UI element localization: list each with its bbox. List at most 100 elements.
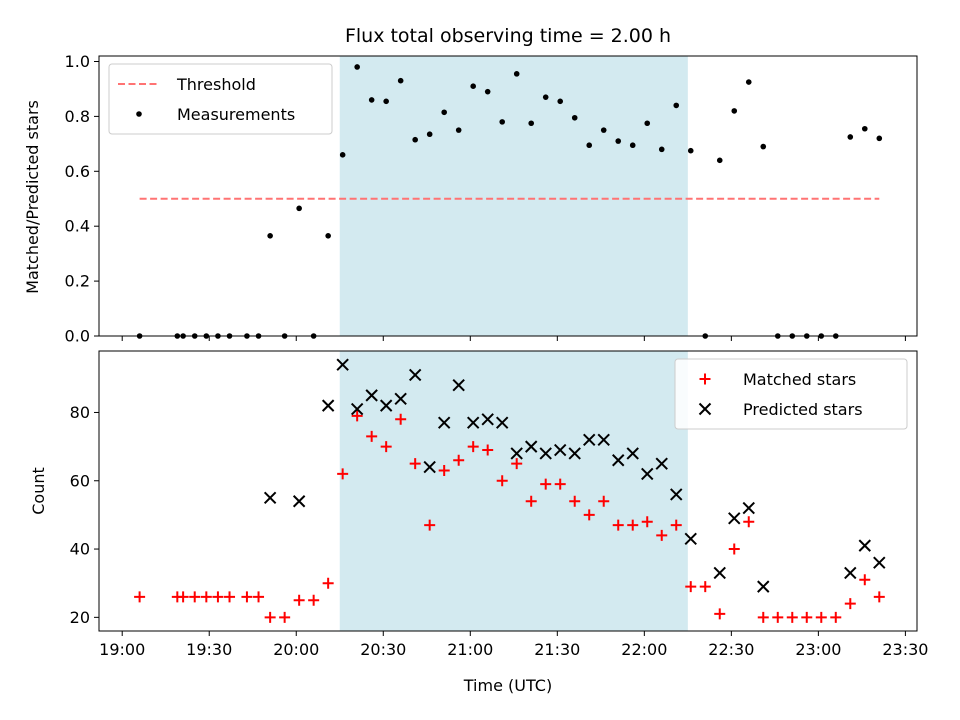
matched-stars-point: [830, 611, 842, 623]
y-tick-label: 20: [70, 608, 90, 627]
predicted-stars-point: [408, 368, 422, 382]
y-tick-label: 60: [70, 471, 90, 490]
measurement-point: [267, 233, 273, 239]
matched-stars-point: [279, 611, 291, 623]
y-tick-label: 80: [70, 403, 90, 422]
predicted-stars-point: [554, 443, 567, 457]
measurement-point: [513, 71, 520, 77]
matched-stars-point: [212, 591, 224, 603]
measurement-point: [455, 127, 462, 133]
measurement-point: [412, 136, 418, 143]
measurement-point: [716, 157, 723, 164]
matched-stars-point: [351, 410, 363, 422]
predicted-stars-point: [466, 416, 480, 429]
measurement-point: [586, 142, 593, 149]
observing-window-1: [339, 351, 688, 631]
matched-stars-point: [366, 430, 378, 442]
matched-stars-point: [134, 591, 146, 603]
chart-title: Flux total observing time = 2.00 h: [345, 25, 671, 47]
predicted-stars-point: [524, 440, 538, 453]
predicted-stars-point: [379, 399, 393, 412]
matched-stars-point: [308, 594, 320, 606]
measurement-point: [354, 64, 360, 70]
x-tick-label: 23:30: [882, 640, 928, 659]
matched-stars-point: [859, 574, 871, 586]
matched-stars-point: [322, 577, 334, 589]
y-tick-label: 0.6: [65, 162, 90, 181]
matched-stars-point: [224, 591, 236, 603]
measurement-point: [571, 114, 578, 121]
predicted-stars-point: [742, 501, 755, 515]
measurement-point: [615, 138, 622, 144]
matched-stars-point: [815, 611, 827, 623]
x-tick-label: 20:00: [273, 640, 319, 659]
matched-stars-point: [641, 516, 653, 528]
matched-stars-point: [873, 591, 885, 603]
matched-stars-point: [337, 468, 349, 480]
measurement-point: [731, 108, 738, 114]
x-tick-label: 21:30: [534, 640, 580, 659]
legend-label: Matched stars: [743, 370, 856, 389]
matched-stars-point: [424, 519, 436, 531]
predicted-stars-point: [626, 447, 639, 460]
matched-stars-point: [241, 591, 253, 603]
measurement-point: [644, 120, 651, 127]
predicted-stars-point: [858, 539, 871, 552]
predicted-stars-point: [365, 389, 378, 402]
matched-stars-point: [801, 611, 813, 623]
y-tick-label: 0.0: [65, 327, 90, 346]
predicted-stars-point: [292, 495, 306, 508]
predicted-stars-point: [510, 447, 523, 460]
y-axis-label-bottom: Count: [29, 467, 48, 515]
y-tick-label: 0.4: [65, 217, 90, 236]
y-axis-label-top: Matched/Predicted stars: [23, 100, 42, 294]
matched-stars-point: [453, 454, 465, 466]
matched-stars-point: [569, 495, 581, 507]
measurement-point: [426, 131, 433, 138]
legend-box-0: [108, 63, 333, 135]
x-tick-label: 19:30: [186, 640, 232, 659]
x-tick-label: 22:00: [621, 640, 667, 659]
measurement-point: [339, 152, 346, 158]
predicted-stars-point: [263, 491, 277, 505]
observing-window-0: [339, 56, 688, 336]
measurement-point: [687, 147, 694, 154]
predicted-stars-point: [844, 566, 857, 580]
matched-stars-point: [627, 519, 639, 531]
measurement-point: [484, 88, 491, 95]
predicted-stars-point: [452, 378, 465, 392]
predicted-stars-point: [394, 392, 407, 406]
matched-stars-point: [598, 495, 610, 507]
predicted-stars-point: [423, 460, 436, 474]
predicted-stars-point: [336, 358, 349, 371]
measurement-point: [499, 119, 505, 125]
legend-label: Threshold: [176, 75, 256, 94]
matched-stars-point: [699, 581, 711, 593]
predicted-stars-point: [728, 512, 741, 525]
predicted-stars-point: [757, 580, 770, 593]
measurement-point: [673, 102, 680, 109]
measurement-point: [745, 79, 752, 85]
data-layer: [134, 64, 886, 623]
matched-stars-point: [467, 441, 479, 453]
measurement-point: [876, 135, 883, 142]
predicted-stars-point: [655, 457, 668, 470]
y-tick-label: 40: [70, 540, 90, 559]
axes-frame-1: [98, 350, 918, 632]
measurement-point: [470, 83, 476, 89]
matched-stars-point: [743, 516, 755, 528]
x-axis-label: Time (UTC): [463, 676, 552, 695]
matched-stars-point: [772, 611, 784, 623]
legend-box-1: [674, 358, 908, 430]
matched-stars-point: [670, 519, 682, 531]
predicted-stars-point: [437, 416, 451, 429]
legend-label: Predicted stars: [743, 400, 863, 419]
predicted-stars-point: [597, 433, 610, 446]
measurement-point: [658, 146, 665, 153]
matched-stars-point: [714, 608, 726, 620]
measurement-point: [397, 77, 404, 84]
matched-stars-point: [177, 591, 189, 603]
matched-stars-point: [264, 611, 276, 623]
predicted-stars-point: [350, 402, 364, 416]
matched-stars-point: [540, 478, 552, 490]
